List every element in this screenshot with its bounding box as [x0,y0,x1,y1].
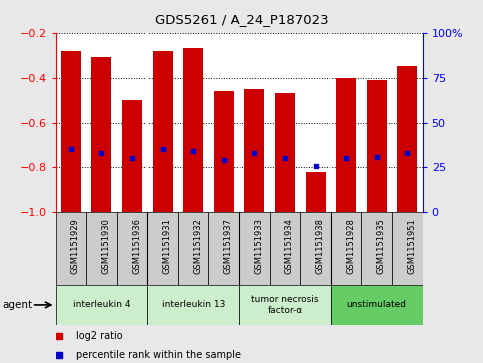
Bar [56,212,86,285]
Text: GDS5261 / A_24_P187023: GDS5261 / A_24_P187023 [155,13,328,26]
Bar [336,78,356,212]
Bar [331,285,423,325]
Text: unstimulated: unstimulated [347,301,407,309]
Text: GSM1151932: GSM1151932 [193,218,202,274]
Bar [275,93,295,212]
Bar [361,212,392,285]
Bar [270,212,300,285]
Bar [244,89,264,212]
Bar [91,57,112,212]
Text: log2 ratio: log2 ratio [76,331,122,340]
Bar [214,91,234,212]
Text: GSM1151933: GSM1151933 [255,218,263,274]
Bar [398,66,417,212]
Text: percentile rank within the sample: percentile rank within the sample [76,350,241,360]
Bar [392,212,423,285]
Bar [86,212,117,285]
Text: GSM1151951: GSM1151951 [407,218,416,274]
Text: GSM1151928: GSM1151928 [346,218,355,274]
Bar [153,51,172,212]
Bar [147,285,239,325]
Text: interleukin 13: interleukin 13 [161,301,225,309]
Text: GSM1151937: GSM1151937 [224,218,233,274]
Bar [122,100,142,212]
Text: GSM1151934: GSM1151934 [285,218,294,274]
Bar [209,212,239,285]
Text: GSM1151930: GSM1151930 [101,218,111,274]
Bar [183,48,203,212]
Bar [147,212,178,285]
Text: agent: agent [2,300,32,310]
Bar [117,212,147,285]
Bar [61,51,81,212]
Bar [367,80,387,212]
Text: GSM1151935: GSM1151935 [377,218,386,274]
Text: GSM1151931: GSM1151931 [163,218,171,274]
Bar [306,172,326,212]
Text: GSM1151938: GSM1151938 [315,218,325,274]
Bar [56,285,147,325]
Bar [239,285,331,325]
Bar [178,212,209,285]
Text: interleukin 4: interleukin 4 [72,301,130,309]
Text: tumor necrosis
factor-α: tumor necrosis factor-α [251,295,319,315]
Bar [239,212,270,285]
Text: GSM1151936: GSM1151936 [132,218,141,274]
Text: GSM1151929: GSM1151929 [71,218,80,274]
Bar [300,212,331,285]
Bar [331,212,361,285]
